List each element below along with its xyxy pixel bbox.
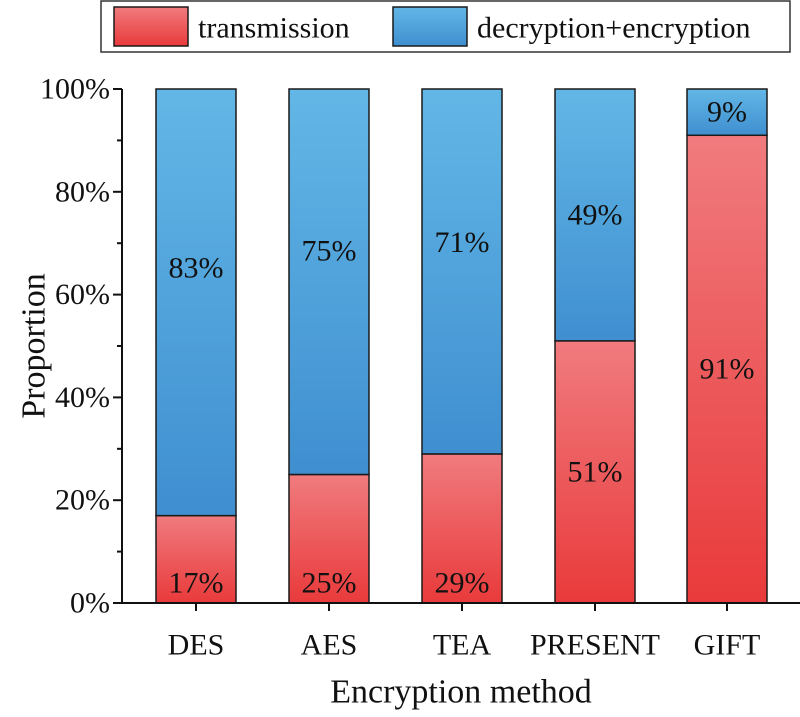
legend-swatch-decryption-encryption — [392, 6, 468, 47]
bar-gift-decryption-encryption — [686, 88, 768, 137]
legend-swatch-transmission — [113, 6, 189, 47]
bar-aes-decryption-encryption — [288, 88, 370, 476]
y-tick-label: 0% — [70, 587, 110, 620]
data-label-des-transmission: 17% — [169, 567, 224, 600]
y-axis-title: Proportion — [16, 273, 53, 418]
x-tick-label-present: PRESENT — [530, 629, 660, 662]
legend-label-decryption-encryption: decryption+encryption — [477, 12, 751, 45]
legend: transmission decryption+encryption — [100, 0, 791, 53]
data-label-tea-decryption-encryption: 71% — [435, 226, 490, 259]
bar-present-decryption-encryption — [554, 88, 636, 342]
y-tick-label: 60% — [55, 278, 110, 311]
bar-tea-transmission — [421, 453, 503, 604]
bar-present-transmission — [554, 340, 636, 604]
data-label-gift-decryption-encryption: 9% — [707, 96, 747, 129]
data-label-gift-transmission: 91% — [700, 353, 755, 386]
data-label-des-decryption-encryption: 83% — [169, 252, 224, 285]
x-axis-ticks: DES AES TEA PRESENT GIFT — [168, 603, 761, 662]
x-tick-label-tea: TEA — [433, 629, 492, 662]
data-label-present-decryption-encryption: 49% — [568, 198, 623, 231]
x-tick-label-des: DES — [168, 629, 225, 662]
data-label-tea-transmission: 29% — [435, 567, 490, 600]
data-label-aes-decryption-encryption: 75% — [302, 234, 357, 267]
bars — [155, 88, 768, 604]
x-axis-title: Encryption method — [330, 674, 592, 711]
data-labels: 17% 83% 25% 75% 29% 71% 51% 49% 91% 9% — [169, 96, 755, 600]
legend-label-transmission: transmission — [198, 12, 350, 45]
y-tick-label: 40% — [55, 381, 110, 414]
y-axis-ticks: 0% 20% 40% 60% 80% 100% — [40, 73, 122, 620]
bar-tea-decryption-encryption — [421, 88, 503, 455]
bar-des-transmission — [155, 514, 237, 604]
y-tick-label: 100% — [40, 73, 110, 106]
x-tick-label-aes: AES — [301, 629, 358, 662]
bar-des-decryption-encryption — [155, 88, 237, 517]
y-tick-label: 80% — [55, 175, 110, 208]
data-label-aes-transmission: 25% — [302, 567, 357, 600]
x-tick-label-gift: GIFT — [694, 629, 761, 662]
data-label-present-transmission: 51% — [568, 455, 623, 488]
y-tick-label: 20% — [55, 484, 110, 517]
